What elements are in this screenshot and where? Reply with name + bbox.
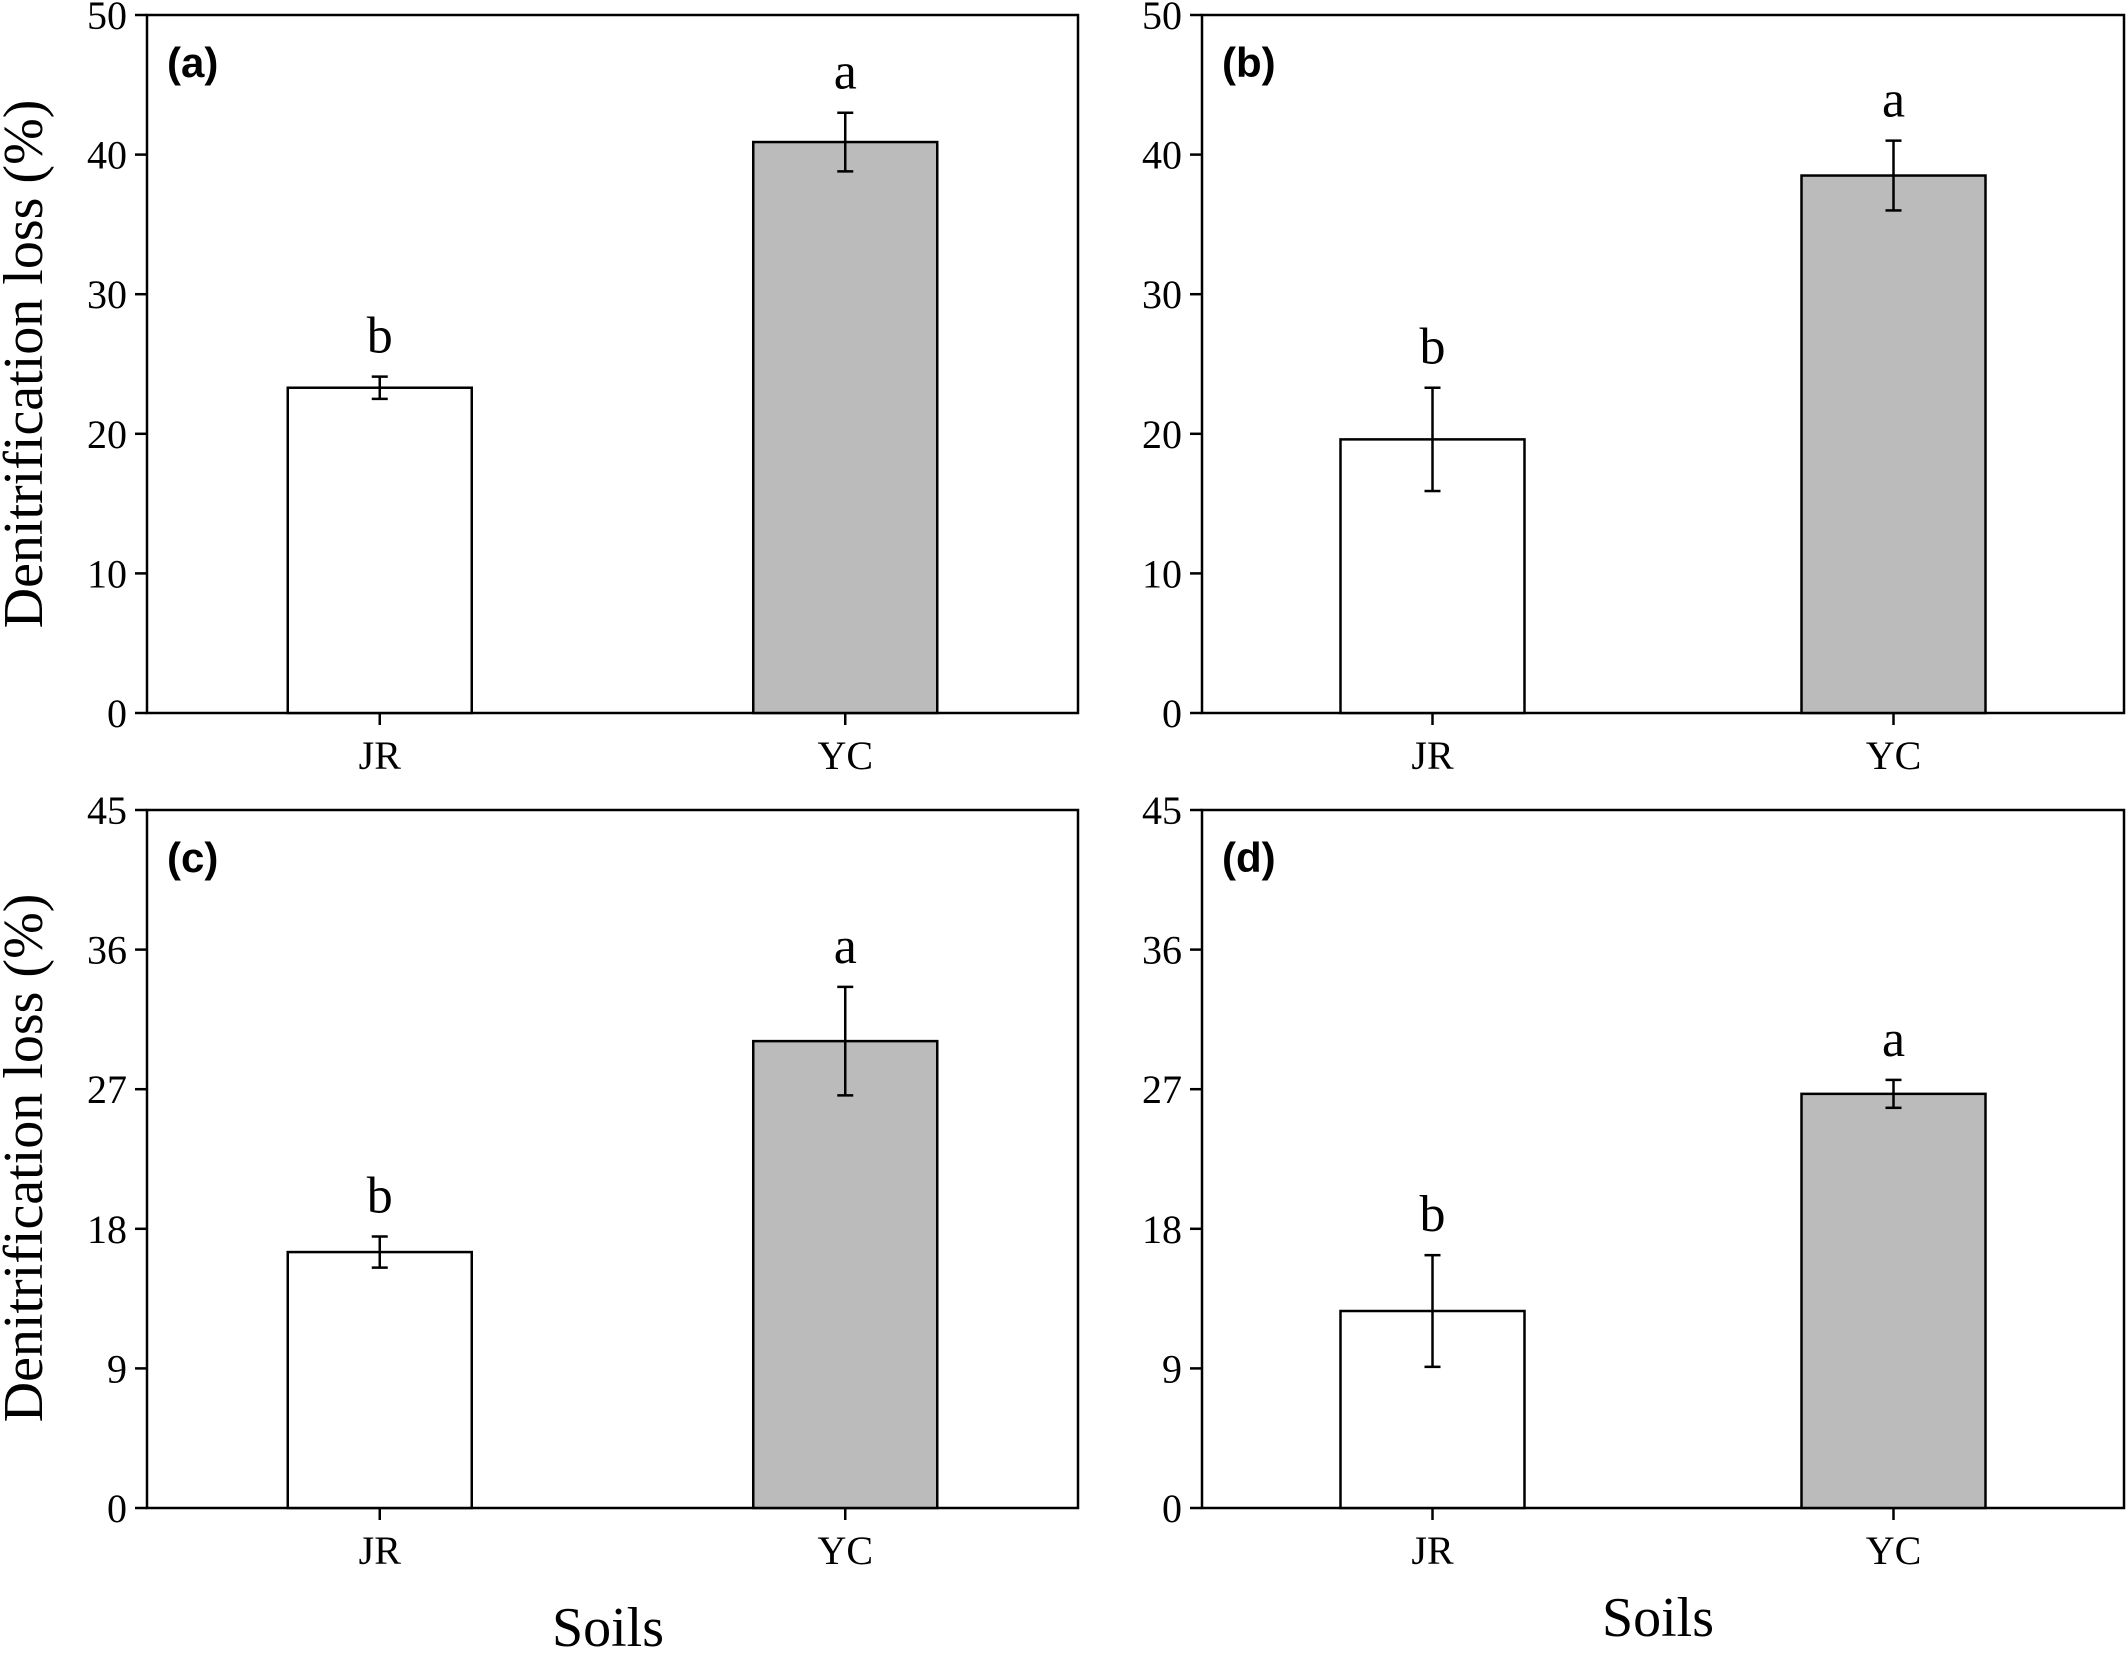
bar-YC [1800,174,1987,715]
y-tick-label: 0 [1162,1486,1182,1531]
panel-label: (d) [1222,834,1276,881]
y-tick-label: 36 [87,928,127,973]
y-tick-label: 20 [87,412,127,457]
bar-YC [752,1039,939,1510]
x-category-label: JR [1411,1528,1454,1573]
significance-label: a [834,918,857,975]
bar-JR [286,1250,473,1510]
y-tick-label: 27 [1142,1067,1182,1112]
y-tick-label: 0 [1162,691,1182,736]
y-tick-label: 10 [1142,551,1182,596]
panel-c: 0 9 18 27 36 45 b JR a YC (c) [87,788,1080,1573]
y-tick-label: 10 [87,551,127,596]
panel-label: (a) [167,39,218,86]
panel-label: (c) [167,834,218,881]
x-category-label: JR [1411,733,1454,778]
y-tick-label: 40 [87,133,127,178]
y-tick-label: 36 [1142,928,1182,973]
x-category-label: JR [359,733,402,778]
y-tick-label: 45 [1142,788,1182,833]
x-category-label: YC [817,1528,873,1573]
significance-label: b [1420,319,1446,376]
x-category-label: YC [1866,733,1922,778]
y-tick-label: 45 [87,788,127,833]
panels: 0 10 20 30 40 50 b JR a YC (a) 0 10 20 30 40 50 b JR a YC (b)… [87,0,2126,1573]
panel-label: (b) [1222,39,1276,86]
panel-a: 0 10 20 30 40 50 b JR a YC (a) [87,0,1080,778]
significance-label: b [1420,1186,1446,1243]
y-tick-label: 0 [107,691,127,736]
y-tick-label: 40 [1142,133,1182,178]
y-tick-label: 27 [87,1067,127,1112]
y-tick-label: 30 [87,272,127,317]
y-axis-title-bottom: Denitrification loss (%) [0,894,55,1423]
plot-frame [145,13,1080,715]
significance-label: a [1882,1011,1905,1068]
y-tick-label: 18 [1142,1207,1182,1252]
y-tick-label: 9 [1162,1346,1182,1391]
x-axis-title-right: Soils [1602,1587,1714,1649]
y-tick-label: 50 [1142,0,1182,38]
plot-frame [145,808,1080,1510]
x-axis-title-left: Soils [552,1597,664,1659]
y-tick-label: 20 [1142,412,1182,457]
x-category-label: YC [817,733,873,778]
y-tick-label: 9 [107,1346,127,1391]
x-category-label: JR [359,1528,402,1573]
bar-YC [1800,1092,1987,1510]
y-tick-label: 30 [1142,272,1182,317]
y-axis-title-top: Denitrification loss (%) [0,100,55,629]
significance-label: a [1882,72,1905,129]
plot-frame [1200,808,2126,1510]
bar-YC [752,140,939,715]
y-tick-label: 18 [87,1207,127,1252]
significance-label: a [834,44,857,101]
y-tick-label: 0 [107,1486,127,1531]
plot-frame [1200,13,2126,715]
significance-label: b [367,1168,393,1225]
x-category-label: YC [1866,1528,1922,1573]
significance-label: b [367,308,393,365]
panel-b: 0 10 20 30 40 50 b JR a YC (b) [1142,0,2126,778]
bar-JR [286,386,473,715]
y-tick-label: 50 [87,0,127,38]
panel-d: 0 9 18 27 36 45 b JR a YC (d) [1142,788,2126,1573]
